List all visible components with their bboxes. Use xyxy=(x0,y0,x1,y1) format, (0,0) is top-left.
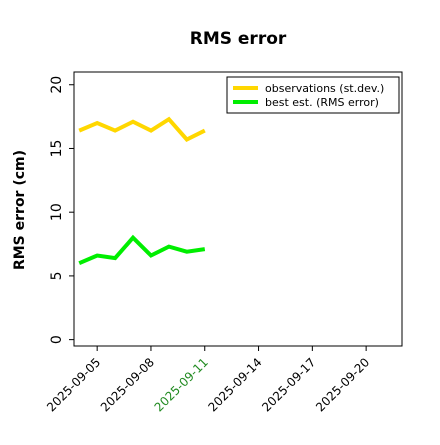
chart-title: RMS error xyxy=(190,29,287,49)
x-tick-label: 2025-09-05 xyxy=(44,355,103,414)
legend: observations (st.dev.) best est. (RMS er… xyxy=(226,76,400,114)
x-tick-label: 2025-09-08 xyxy=(98,355,157,414)
y-axis: 0 5 10 15 20 xyxy=(49,76,74,344)
series-line-1 xyxy=(78,234,206,266)
legend-label-observations: observations (st.dev.) xyxy=(265,82,384,95)
x-tick-label: 2025-09-14 xyxy=(205,355,264,414)
x-tick-label: 2025-09-17 xyxy=(259,355,318,414)
legend-box xyxy=(226,76,400,114)
x-tick-label: 2025-09-20 xyxy=(313,355,372,414)
series-line-0 xyxy=(78,116,206,142)
y-tick-label: 15 xyxy=(49,140,65,158)
legend-label-best-est: best est. (RMS error) xyxy=(265,96,379,109)
y-axis-label: RMS error (cm) xyxy=(12,150,28,270)
y-tick-label: 10 xyxy=(49,203,65,221)
y-tick-label: 0 xyxy=(49,335,65,344)
x-tick-label: 2025-09-11 xyxy=(152,355,211,414)
plot-area-frame xyxy=(73,71,403,347)
x-axis: 2025-09-052025-09-082025-09-112025-09-14… xyxy=(44,346,372,414)
y-tick-label: 20 xyxy=(49,76,65,94)
y-tick-label: 5 xyxy=(49,271,65,280)
series-layer xyxy=(78,116,206,266)
